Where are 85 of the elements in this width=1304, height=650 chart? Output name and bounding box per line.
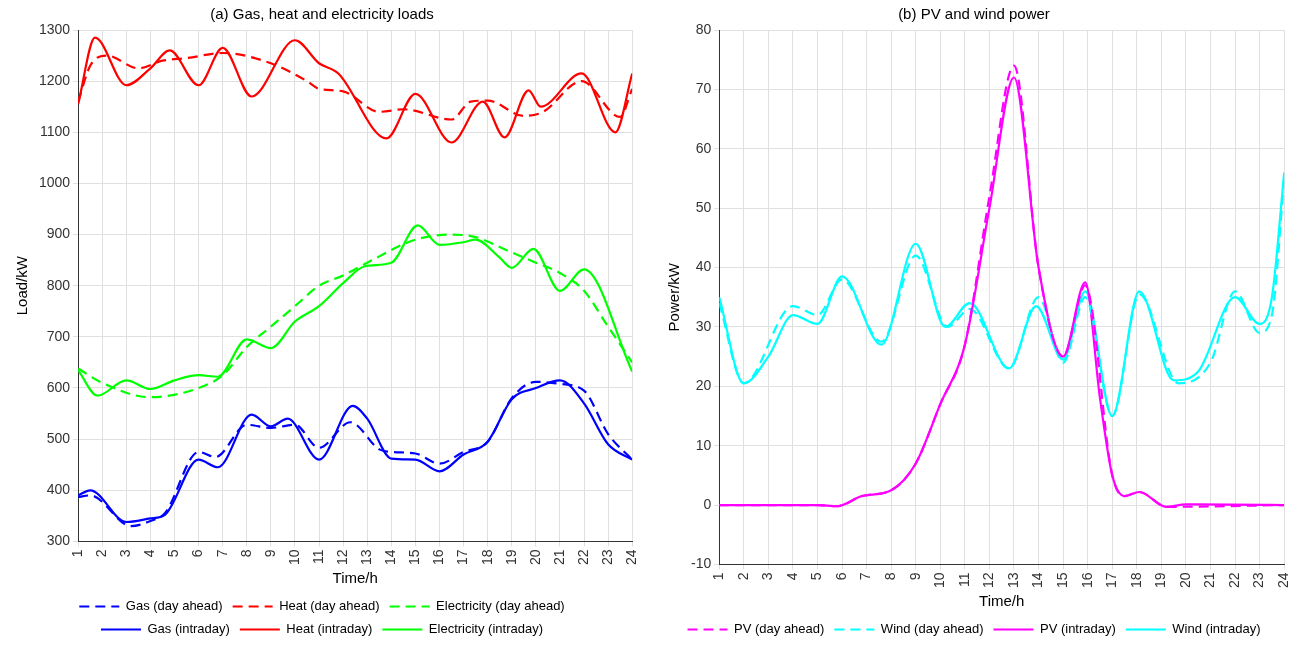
x-tick-label: 3: [117, 549, 134, 558]
x-tick-label: 6: [832, 572, 849, 581]
x-tick-label: 16: [430, 549, 447, 566]
x-tick-label: 15: [406, 549, 423, 566]
x-tick-label: 2: [734, 572, 751, 581]
x-tick-label: 4: [783, 572, 800, 581]
x-tick-label: 21: [550, 549, 567, 566]
x-tick-label: 12: [333, 549, 350, 566]
x-tick-label: 20: [1176, 572, 1193, 589]
x-tick-label: 9: [906, 572, 923, 581]
x-tick-label: 8: [237, 549, 254, 558]
y-tick-label: 1200: [38, 72, 71, 88]
y-tick-label: 1300: [38, 20, 71, 37]
y-tick-label: 10: [695, 436, 712, 453]
legend-label: Heat (day ahead): [279, 598, 380, 614]
x-tick-label: 22: [574, 549, 591, 566]
legend-label: PV (day ahead): [734, 621, 825, 637]
x-tick-label: 15: [1053, 572, 1070, 589]
y-tick-label: 40: [695, 258, 712, 275]
y-tick-label: 800: [46, 276, 71, 293]
x-tick-label: 22: [1225, 572, 1242, 589]
x-tick-label: 5: [165, 549, 182, 558]
x-tick-label: 9: [261, 549, 278, 558]
x-tick-label: 7: [213, 549, 230, 558]
legend-label: Heat (intraday): [286, 621, 373, 637]
x-tick-label: 6: [189, 549, 206, 558]
chart-title: (b) PV and wind power: [898, 5, 1050, 23]
x-tick-label: 13: [358, 549, 375, 566]
y-tick-label: 600: [46, 378, 71, 395]
y-tick-label: 60: [695, 139, 712, 156]
x-tick-label: 23: [598, 549, 615, 566]
y-tick-label: 80: [695, 20, 712, 37]
x-tick-label: 18: [1127, 572, 1144, 589]
x-tick-label: 17: [454, 549, 471, 566]
x-tick-label: 7: [857, 572, 874, 581]
x-tick-label: 19: [1152, 572, 1169, 589]
x-tick-label: 1: [69, 549, 85, 558]
legend-label: Electricity (day ahead): [436, 598, 565, 614]
legend-label: PV (intraday): [1039, 621, 1116, 637]
y-tick-label: 700: [46, 327, 71, 344]
x-tick-label: 2: [93, 549, 110, 558]
y-tick-label: 900: [46, 225, 71, 242]
x-tick-label: 11: [309, 549, 326, 564]
legend-label: Electricity (intraday): [428, 621, 543, 637]
x-tick-label: 13: [1004, 572, 1021, 589]
x-tick-label: 17: [1103, 572, 1120, 589]
y-tick-label: 30: [695, 317, 712, 334]
legend-label: Gas (intraday): [147, 621, 230, 637]
legend-label: Gas (day ahead): [125, 598, 223, 614]
x-axis-title: Time/h: [332, 569, 378, 587]
y-tick-label: 0: [703, 495, 712, 512]
y-tick-label: 20: [695, 377, 712, 394]
x-tick-label: 3: [759, 572, 776, 581]
legend-label: Wind (intraday): [1172, 621, 1261, 637]
y-tick-label: 400: [46, 481, 71, 498]
y-tick-label: 50: [695, 199, 712, 215]
y-tick-label: 500: [46, 430, 71, 446]
x-tick-label: 24: [623, 549, 640, 566]
y-tick-label: 70: [695, 80, 712, 97]
x-tick-label: 18: [478, 549, 495, 566]
y-axis-title: Load/kW: [13, 255, 31, 316]
legend-label: Wind (day ahead): [880, 621, 984, 637]
x-tick-label: 8: [882, 572, 899, 581]
x-tick-label: 16: [1078, 572, 1095, 589]
x-tick-label: 24: [1275, 572, 1292, 589]
x-tick-label: 20: [526, 549, 543, 566]
x-tick-label: 10: [931, 572, 948, 589]
x-tick-label: 14: [382, 549, 399, 566]
x-tick-label: 5: [808, 572, 825, 581]
x-tick-label: 21: [1201, 572, 1218, 589]
x-tick-label: 4: [141, 549, 158, 558]
x-tick-label: 11: [955, 572, 972, 587]
y-tick-label: 300: [46, 532, 71, 549]
y-axis-title: Power/kW: [665, 262, 683, 332]
y-tick-label: 1100: [40, 123, 71, 140]
x-tick-label: 23: [1250, 572, 1267, 589]
x-tick-label: 12: [980, 572, 997, 589]
chart-title: (a) Gas, heat and electricity loads: [210, 5, 434, 23]
x-tick-label: 10: [285, 549, 302, 566]
y-tick-label: -10: [691, 555, 712, 572]
x-axis-title: Time/h: [979, 592, 1025, 610]
x-tick-label: 19: [502, 549, 519, 566]
y-tick-label: 1000: [38, 174, 71, 191]
x-tick-label: 1: [710, 572, 727, 581]
x-tick-label: 14: [1029, 572, 1046, 589]
